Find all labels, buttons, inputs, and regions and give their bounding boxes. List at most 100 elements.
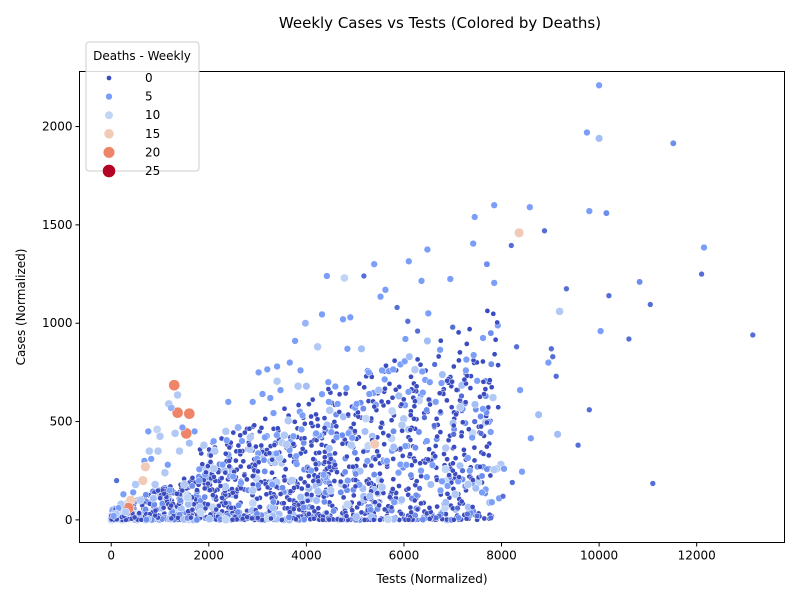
- data-point: [436, 390, 443, 397]
- data-point: [356, 500, 363, 507]
- data-point: [549, 353, 556, 360]
- data-point: [464, 454, 472, 462]
- data-point: [160, 468, 170, 477]
- data-point: [426, 480, 435, 489]
- data-point: [248, 498, 258, 508]
- data-point: [336, 409, 343, 415]
- data-point: [271, 442, 278, 448]
- y-tick-label: 2000: [42, 120, 73, 134]
- data-point: [349, 463, 356, 470]
- data-point: [246, 463, 252, 470]
- data-point: [434, 503, 440, 510]
- data-point: [161, 490, 168, 497]
- data-point: [435, 353, 442, 360]
- data-point: [352, 477, 359, 483]
- data-point: [455, 402, 465, 412]
- data-point: [201, 493, 209, 501]
- data-point: [131, 514, 138, 521]
- data-point: [483, 465, 491, 473]
- data-point: [602, 209, 610, 217]
- data-point: [408, 509, 415, 516]
- data-point: [458, 392, 465, 400]
- data-point: [338, 517, 344, 523]
- data-point: [470, 477, 476, 483]
- data-point: [258, 390, 267, 398]
- data-point: [541, 227, 548, 234]
- data-point: [413, 478, 420, 485]
- data-point: [313, 342, 322, 352]
- data-point: [480, 378, 487, 385]
- data-point: [209, 464, 218, 474]
- data-point: [289, 432, 298, 440]
- data-point: [307, 467, 315, 475]
- legend-marker: [106, 75, 112, 81]
- data-point: [407, 437, 414, 443]
- data-point: [407, 412, 414, 418]
- data-point: [379, 419, 385, 426]
- data-point: [359, 405, 367, 413]
- data-point: [268, 480, 276, 489]
- data-point: [210, 437, 218, 445]
- data-point: [131, 480, 140, 489]
- data-point: [478, 472, 486, 480]
- data-point: [315, 505, 322, 512]
- data-point: [249, 473, 256, 479]
- data-point: [377, 424, 384, 431]
- legend-entries: 0 5 10 15 20 25: [102, 71, 160, 178]
- data-point: [343, 345, 352, 353]
- data-point: [285, 513, 293, 521]
- data-point: [457, 349, 463, 356]
- data-point: [280, 431, 289, 440]
- data-point: [444, 397, 450, 404]
- data-point: [480, 358, 486, 365]
- data-point: [636, 278, 644, 286]
- data-point: [328, 455, 334, 462]
- data-point: [397, 495, 406, 504]
- data-point: [574, 442, 582, 449]
- data-point: [414, 506, 421, 513]
- data-point: [488, 498, 496, 506]
- data-point: [426, 446, 432, 453]
- data-point: [464, 510, 471, 518]
- data-point: [300, 516, 308, 523]
- data-point: [595, 134, 604, 143]
- data-point: [195, 476, 203, 485]
- data-point: [426, 378, 434, 386]
- data-point: [470, 351, 478, 359]
- data-point: [286, 358, 294, 367]
- data-point: [382, 385, 388, 392]
- data-point: [490, 310, 497, 317]
- x-axis-label: Tests (Normalized): [375, 572, 487, 586]
- data-point: [292, 516, 299, 523]
- data-point: [325, 386, 332, 392]
- legend-marker: [105, 92, 113, 101]
- data-point: [257, 504, 263, 510]
- data-point: [351, 449, 359, 457]
- data-point: [647, 301, 654, 308]
- data-point: [450, 460, 456, 467]
- data-point: [423, 437, 431, 445]
- data-point: [360, 427, 370, 436]
- data-point: [136, 510, 143, 517]
- data-point: [360, 272, 368, 280]
- data-point: [129, 488, 137, 497]
- data-point: [297, 425, 306, 434]
- data-point: [461, 446, 467, 453]
- y-axis-label: Cases (Normalized): [14, 249, 28, 366]
- data-point: [463, 341, 470, 347]
- data-point: [246, 425, 253, 432]
- data-point: [311, 515, 317, 522]
- data-point: [437, 337, 444, 344]
- data-point: [381, 506, 388, 513]
- data-point: [482, 386, 489, 392]
- data-point: [516, 386, 524, 394]
- data-point: [401, 335, 410, 343]
- data-point: [412, 398, 418, 405]
- data-point: [484, 419, 490, 426]
- data-point: [290, 441, 297, 447]
- data-point: [337, 478, 344, 485]
- legend-label: 15: [145, 127, 160, 141]
- data-point: [183, 493, 192, 502]
- data-point: [327, 428, 336, 436]
- data-point: [389, 365, 397, 374]
